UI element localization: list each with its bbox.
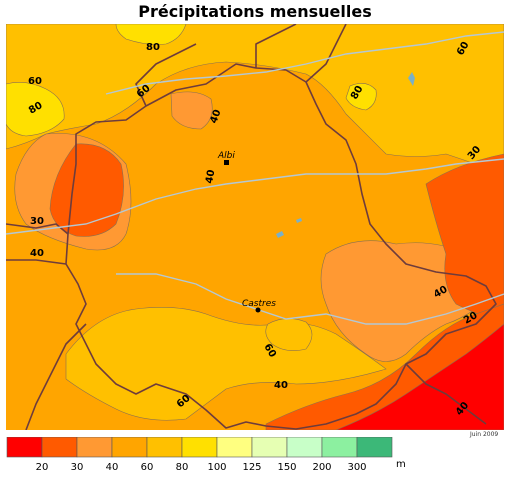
legend-swatch	[216, 437, 253, 458]
legend-tick: 20	[36, 462, 49, 473]
river-aveyron	[105, 31, 504, 95]
zone-30-40-west	[49, 143, 124, 237]
region-border-west	[6, 223, 87, 430]
legend-tick: 40	[106, 462, 119, 473]
legend-swatch	[181, 437, 218, 458]
legend-tick: 30	[71, 462, 84, 473]
map-title: Précipitations mensuelles	[138, 2, 372, 21]
legend-swatch	[356, 437, 393, 458]
city-castres-marker	[255, 307, 261, 313]
legend-swatch	[251, 437, 288, 458]
legend-tick: 125	[242, 462, 261, 473]
region-border-east	[405, 363, 487, 425]
zone-60-80-north	[6, 24, 504, 175]
contour-label: 40	[204, 169, 217, 185]
legend-tick: 100	[207, 462, 226, 473]
region-border-north	[135, 24, 347, 107]
city-albi-marker	[224, 160, 229, 165]
precipitation-map: 80 60 60 80 40 80 60 40 30 30 40 40 20 6…	[6, 24, 504, 430]
contour-label: 40	[274, 380, 288, 391]
contour-label: 60	[28, 76, 42, 87]
legend-swatch	[41, 437, 78, 458]
zone-80-100-northeast	[345, 82, 377, 111]
zone-40-60-small	[170, 91, 213, 130]
legend-tick: 200	[312, 462, 331, 473]
legend-tick: 300	[347, 462, 366, 473]
contour-label: 30	[30, 216, 44, 227]
city-castres-label: Castres	[242, 299, 276, 309]
legend-swatch	[146, 437, 183, 458]
date-stamp: Juin 2009	[470, 431, 499, 438]
legend-swatch	[76, 437, 113, 458]
lake-2	[276, 231, 284, 238]
zone-60-80-castres	[265, 318, 313, 351]
river-tarn	[6, 158, 504, 235]
legend-tick: 80	[176, 462, 189, 473]
legend-tick: 60	[141, 462, 154, 473]
department-border	[65, 63, 497, 430]
zone-80-100-northwest	[6, 82, 65, 137]
contour-label: 40	[30, 248, 44, 259]
legend-swatch	[111, 437, 148, 458]
zone-20-30-southeast	[335, 323, 504, 430]
lake-1	[408, 72, 415, 86]
legend-swatch	[286, 437, 323, 458]
city-albi-label: Albi	[217, 151, 235, 161]
legend-swatch	[321, 437, 358, 458]
legend-tick: 150	[277, 462, 296, 473]
legend: 20 30 40 60 80 100 125 150 200 300 millimètres	[6, 437, 406, 473]
river-agout	[116, 273, 504, 325]
legend-swatch	[6, 437, 43, 458]
legend-unit: millimètres	[396, 458, 406, 470]
contour-label: 80	[146, 42, 160, 53]
lake-3	[296, 218, 302, 223]
zone-80-100-top	[115, 24, 187, 45]
contour-label: 40	[208, 108, 223, 125]
